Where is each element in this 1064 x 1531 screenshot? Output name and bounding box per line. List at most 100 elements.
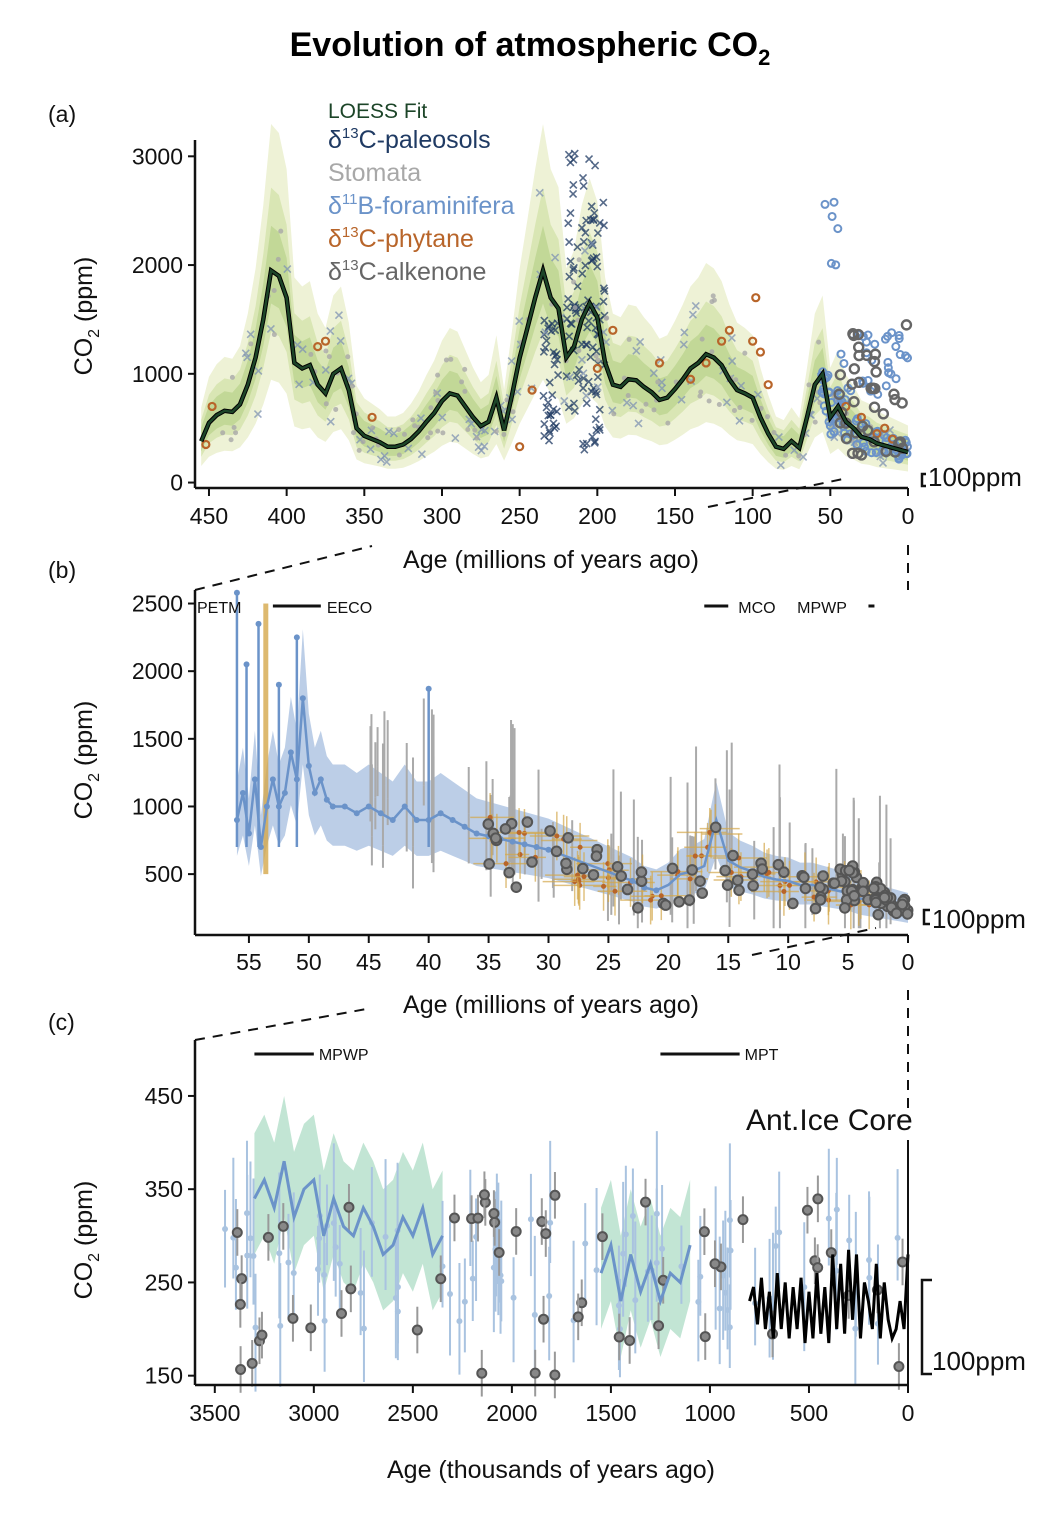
alkenone-point (809, 902, 822, 915)
alkenone-point (632, 902, 644, 914)
paleosol-point (253, 409, 262, 419)
foraminifera-point (894, 330, 904, 340)
alkenone-point (590, 850, 603, 862)
alkenone-point (901, 908, 914, 920)
alkenone-point (476, 1367, 488, 1379)
stomata-point (333, 406, 339, 412)
paleosol-point (599, 297, 608, 306)
boron-point (846, 1237, 853, 1244)
paleosol-point (334, 311, 343, 320)
alkenone-point (231, 1226, 243, 1238)
legend-entry-4: δ11B-foraminifera (328, 191, 515, 220)
paleosol-point (591, 415, 600, 424)
alkenone-point (868, 355, 881, 368)
stomata-point (356, 447, 362, 453)
alkenone-point (262, 1231, 274, 1243)
alkenone-point (483, 858, 495, 870)
alkenone-point (737, 1214, 749, 1226)
alkenone-point (897, 1256, 909, 1268)
paleosol-point (584, 155, 594, 164)
alkenone-point (731, 874, 744, 887)
paleosol-point (535, 188, 544, 197)
ice-core-annotation: Ant.Ice Core (746, 1104, 913, 1137)
panel-b-xtick-label: 10 (775, 949, 801, 975)
boron-point (332, 1244, 339, 1251)
phytane-point (648, 897, 654, 903)
alkenone-point (510, 881, 523, 893)
paleosol-point (551, 351, 560, 361)
boron-point (510, 1294, 517, 1301)
stomata-point (440, 430, 446, 436)
boron-point (360, 1325, 367, 1332)
stomata-point (716, 402, 722, 408)
stomata-point (428, 430, 434, 436)
paleosol-point (579, 181, 588, 191)
foraminifera-point (836, 395, 846, 405)
alkenone-point (572, 1311, 584, 1323)
paleosol-point (657, 384, 667, 393)
alkenone-point (277, 1220, 289, 1232)
paleosol-point (578, 269, 587, 278)
paleosol-point (546, 410, 555, 420)
alkenone-point (596, 1231, 608, 1243)
foraminifera-point (461, 823, 468, 830)
alkenone-point (472, 1212, 484, 1224)
alkenone-point (799, 882, 812, 895)
boron-point (531, 1311, 538, 1318)
paleosol-point (570, 406, 579, 415)
alkenone-point (877, 408, 890, 420)
paleosol-point (569, 155, 578, 164)
alkenone-point (839, 902, 851, 914)
paleosol-point (595, 218, 604, 228)
stomata-point (493, 429, 499, 435)
paleosol-point (688, 310, 697, 319)
panel-c-xtick-label: 0 (902, 1400, 915, 1426)
stomata-point (665, 420, 671, 426)
alkenone-point (493, 1246, 505, 1258)
alkenone-point (549, 1369, 561, 1381)
phytane-point (763, 380, 773, 390)
stomata-point (699, 336, 705, 342)
boron-point (250, 1252, 257, 1259)
paleosol-point (586, 215, 595, 225)
paleosol-point (572, 371, 581, 380)
panel-c-ytick-label: 150 (145, 1363, 183, 1389)
alkenone-point (853, 349, 865, 362)
foraminifera-point (413, 817, 420, 823)
boron-point (659, 1245, 666, 1252)
alkenone-point (529, 1367, 541, 1379)
stomata-point (593, 353, 599, 359)
paleosol-point (549, 419, 558, 428)
alkenone-point (861, 424, 874, 437)
stomata-point (651, 407, 657, 413)
foraminifera-point (449, 817, 456, 823)
alkenone-point (611, 860, 624, 873)
stomata-point (275, 256, 281, 262)
paleosol-point (480, 442, 489, 451)
panel-c-xlabel: Age (thousands of years ago) (387, 1456, 715, 1484)
alkenone-point (896, 898, 909, 911)
alkenone-point (900, 319, 913, 331)
stomata-point (433, 390, 439, 396)
alkenone-point (888, 388, 900, 400)
foraminifera-point (305, 762, 312, 769)
alkenone-point (343, 1201, 355, 1213)
alkenone-point (848, 329, 860, 342)
paleosol-point (540, 420, 549, 429)
alkenone-point (814, 893, 827, 906)
panel-c-xtick-label: 1000 (684, 1400, 735, 1426)
paleosol-point (591, 161, 600, 170)
boron-point (447, 1290, 454, 1297)
paleosol-point (680, 328, 689, 337)
boron-point (285, 1259, 292, 1266)
event-label-mpwp-c: MPWP (319, 1047, 369, 1064)
paleosol-point (578, 173, 588, 183)
alkenone-point (848, 889, 861, 902)
alkenone-point (872, 908, 885, 921)
alkenone-point (526, 856, 538, 868)
paleosol-point (550, 360, 559, 369)
stomata-point (459, 379, 465, 385)
phytane-point (503, 861, 509, 867)
foraminifera-point (437, 810, 444, 817)
paleosol-point (632, 346, 641, 355)
